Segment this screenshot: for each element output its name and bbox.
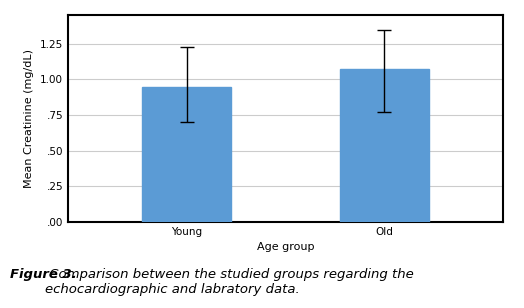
Bar xyxy=(340,70,429,222)
X-axis label: Age group: Age group xyxy=(257,242,314,252)
Text: Comparison between the studied groups regarding the
echocardiographic and labrat: Comparison between the studied groups re… xyxy=(45,268,413,296)
Y-axis label: Mean Creatinine (mg/dL): Mean Creatinine (mg/dL) xyxy=(25,49,35,188)
Bar xyxy=(142,87,231,222)
Text: Figure 3.: Figure 3. xyxy=(10,268,77,281)
